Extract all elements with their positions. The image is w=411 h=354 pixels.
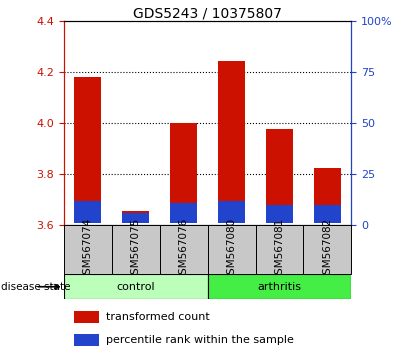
Bar: [112, 225, 159, 274]
Bar: [64, 274, 208, 299]
Text: GSM567075: GSM567075: [131, 218, 141, 281]
Bar: [218, 61, 245, 223]
Bar: [266, 129, 293, 223]
Bar: [74, 312, 99, 323]
Text: GSM567074: GSM567074: [83, 218, 92, 281]
Bar: [218, 201, 245, 223]
Bar: [314, 167, 341, 223]
Bar: [122, 211, 149, 223]
Bar: [208, 225, 256, 274]
Text: GSM567082: GSM567082: [323, 218, 332, 281]
Bar: [74, 201, 101, 223]
Bar: [74, 334, 99, 346]
Bar: [208, 274, 351, 299]
Bar: [64, 225, 112, 274]
Bar: [159, 225, 208, 274]
Bar: [171, 203, 197, 223]
Text: GSM567081: GSM567081: [275, 218, 284, 281]
Text: percentile rank within the sample: percentile rank within the sample: [106, 335, 294, 346]
Bar: [171, 123, 197, 223]
Bar: [256, 225, 303, 274]
Title: GDS5243 / 10375807: GDS5243 / 10375807: [133, 6, 282, 20]
Text: GSM567080: GSM567080: [226, 218, 236, 281]
Bar: [303, 225, 351, 274]
Bar: [314, 205, 341, 223]
Text: control: control: [116, 282, 155, 292]
Text: disease state: disease state: [1, 282, 70, 292]
Bar: [266, 205, 293, 223]
Text: GSM567076: GSM567076: [179, 218, 189, 281]
Text: arthritis: arthritis: [257, 282, 302, 292]
Bar: [74, 77, 101, 223]
Text: transformed count: transformed count: [106, 312, 210, 322]
Bar: [122, 212, 149, 223]
